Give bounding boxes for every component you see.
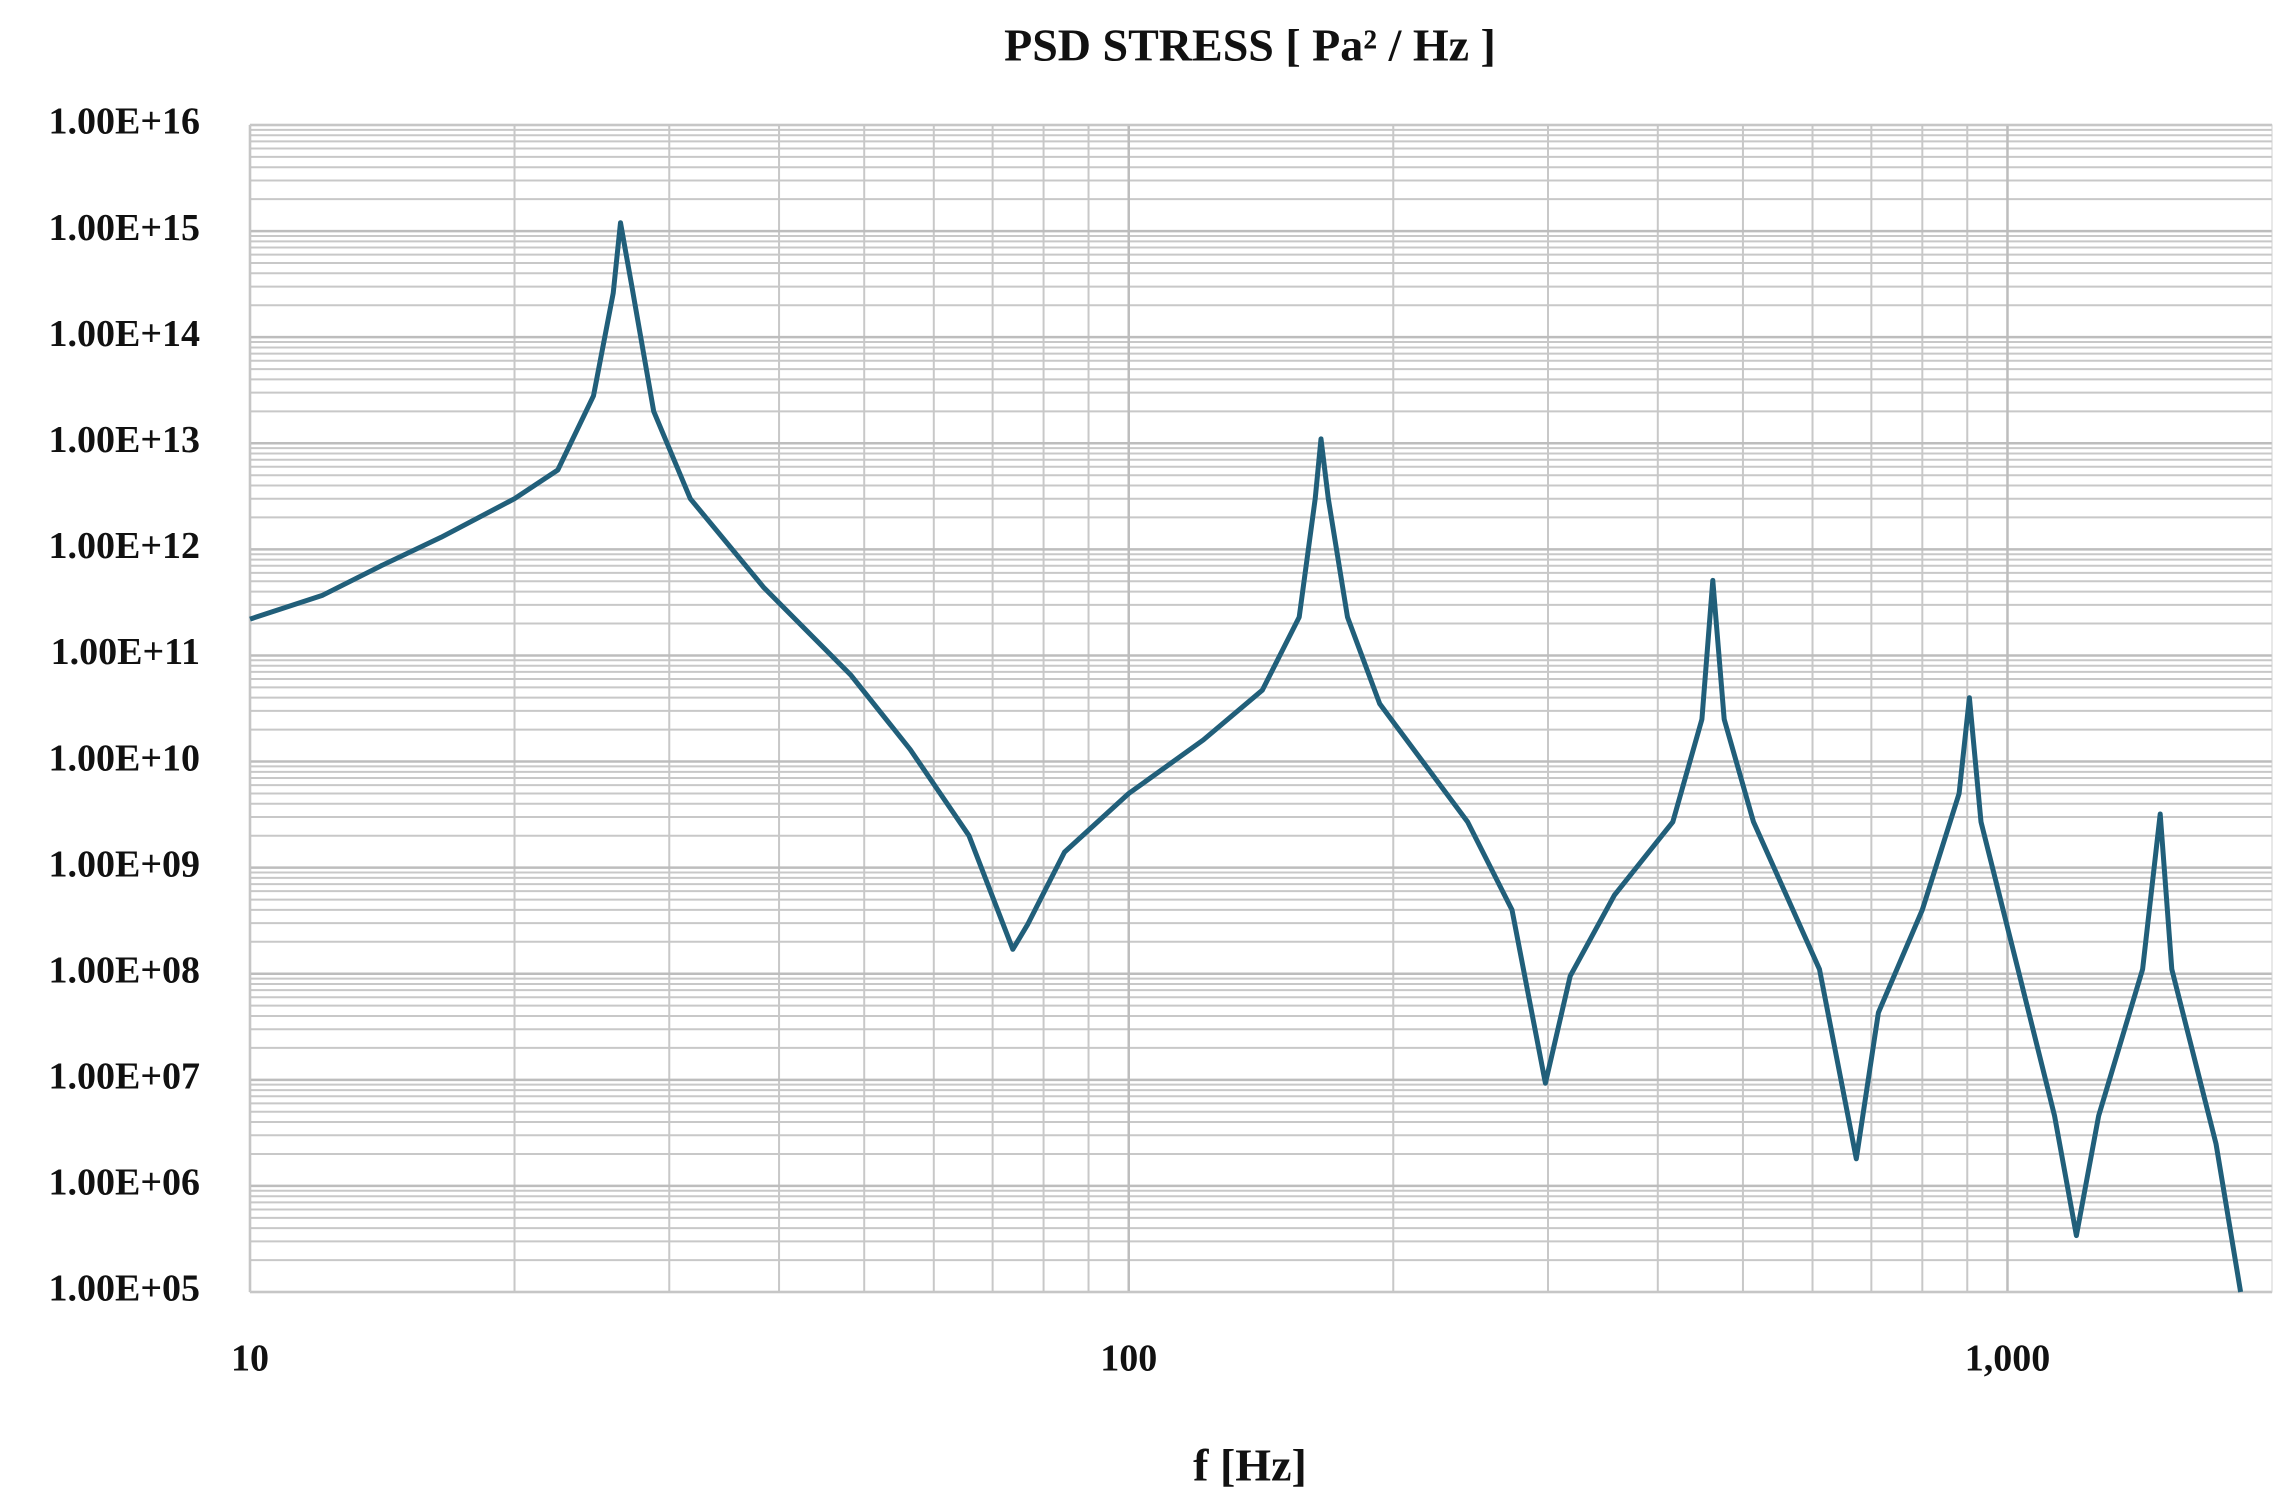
y-tick-label: 1.00E+05 <box>49 1268 201 1310</box>
y-tick-label: 1.00E+09 <box>49 843 201 885</box>
y-tick-label: 1.00E+11 <box>51 631 200 673</box>
x-tick-label: 10 <box>231 1338 269 1380</box>
data-line <box>249 220 2244 1293</box>
chart-title: PSD STRESS [ Pa² / Hz ] <box>1004 20 1496 71</box>
x-tick-label: 100 <box>1100 1338 1157 1380</box>
y-tick-label: 1.00E+08 <box>49 949 201 991</box>
y-tick-label: 1.00E+12 <box>49 525 201 567</box>
y-tick-label: 1.00E+14 <box>49 313 201 355</box>
y-tick-label: 1.00E+15 <box>49 207 201 249</box>
plot-border <box>249 124 2273 1293</box>
y-tick-label: 1.00E+10 <box>49 737 201 779</box>
y-tick-label: 1.00E+16 <box>49 101 201 143</box>
x-axis-label: f [Hz] <box>1193 1440 1307 1491</box>
y-tick-label: 1.00E+07 <box>49 1056 201 1098</box>
y-tick-label: 1.00E+13 <box>49 419 201 461</box>
y-tick-label: 1.00E+06 <box>49 1162 201 1204</box>
x-tick-label: 1,000 <box>1965 1338 2051 1380</box>
